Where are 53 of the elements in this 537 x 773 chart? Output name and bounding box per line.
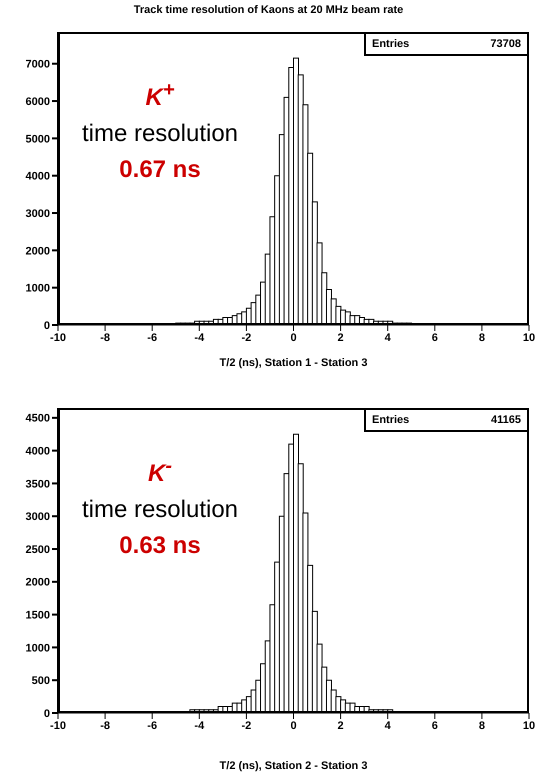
x-tick-label: 6 — [432, 332, 438, 344]
x-tick-label: 0 — [290, 720, 297, 732]
y-tick-label: 0 — [44, 708, 50, 720]
x-tick-label: 2 — [338, 720, 344, 732]
annotation: Entries — [372, 38, 410, 50]
x-tick-label: 0 — [290, 332, 297, 344]
y-tick-label: 2000 — [26, 245, 50, 258]
x-axis-title: T/2 (ns), Station 1 - Station 3 — [220, 357, 368, 369]
y-tick-label: 1000 — [26, 282, 50, 295]
x-tick-label: -8 — [100, 332, 110, 344]
y-tick-label: 3000 — [26, 208, 50, 220]
x-tick-label: -2 — [242, 332, 252, 344]
annotation: 73708 — [490, 38, 521, 50]
x-tick-label: -10 — [50, 720, 66, 732]
y-tick-label: 0 — [44, 320, 50, 332]
y-tick-label: 6000 — [26, 96, 50, 108]
x-tick-label: 10 — [522, 332, 536, 344]
x-tick-label: 6 — [432, 720, 438, 732]
y-tick-label: 3500 — [26, 478, 50, 490]
y-tick-label: 4000 — [26, 446, 50, 458]
y-tick-label: 5000 — [26, 133, 50, 146]
annotation: K$^{+}$ — [144, 78, 176, 113]
y-tick-label: 2500 — [26, 544, 50, 556]
y-tick-label: 7000 — [26, 58, 50, 71]
y-tick-label: 3000 — [26, 511, 50, 524]
annotation: 0.67 ns — [118, 155, 202, 185]
x-tick-label: 4 — [384, 332, 392, 344]
x-tick-label: 8 — [478, 720, 485, 732]
y-tick-label: 500 — [32, 675, 50, 688]
y-tick-label: 4000 — [26, 170, 50, 183]
y-tick-label: 1000 — [26, 642, 50, 654]
y-tick-label: 2000 — [26, 576, 50, 589]
annotation: 0.63 ns — [118, 531, 202, 561]
x-tick-label: -6 — [147, 720, 158, 732]
x-tick-label: 2 — [338, 332, 344, 344]
annotation: time resolution — [80, 119, 240, 149]
x-tick-label: -4 — [194, 332, 206, 344]
annotation: time resolution — [80, 495, 240, 525]
x-tick-label: -10 — [50, 332, 66, 344]
x-tick-label: 4 — [384, 720, 392, 732]
chart-title: Track time resolution of Kaons at 20 MHz beam rate — [132, 4, 404, 16]
x-tick-label: -8 — [100, 720, 110, 732]
x-tick-label: -6 — [147, 332, 158, 344]
annotation: Entries — [372, 414, 410, 426]
x-tick-label: -2 — [242, 720, 252, 732]
x-tick-label: -4 — [194, 720, 206, 732]
annotation: K$^{-}$ — [146, 454, 173, 489]
y-tick-label: 1500 — [26, 610, 50, 622]
y-tick-label: 4500 — [26, 412, 50, 425]
x-tick-label: 10 — [522, 720, 536, 732]
x-axis-title: T/2 (ns), Station 2 - Station 3 — [220, 760, 368, 772]
annotation: 41165 — [491, 414, 521, 426]
x-tick-label: 8 — [478, 332, 485, 344]
